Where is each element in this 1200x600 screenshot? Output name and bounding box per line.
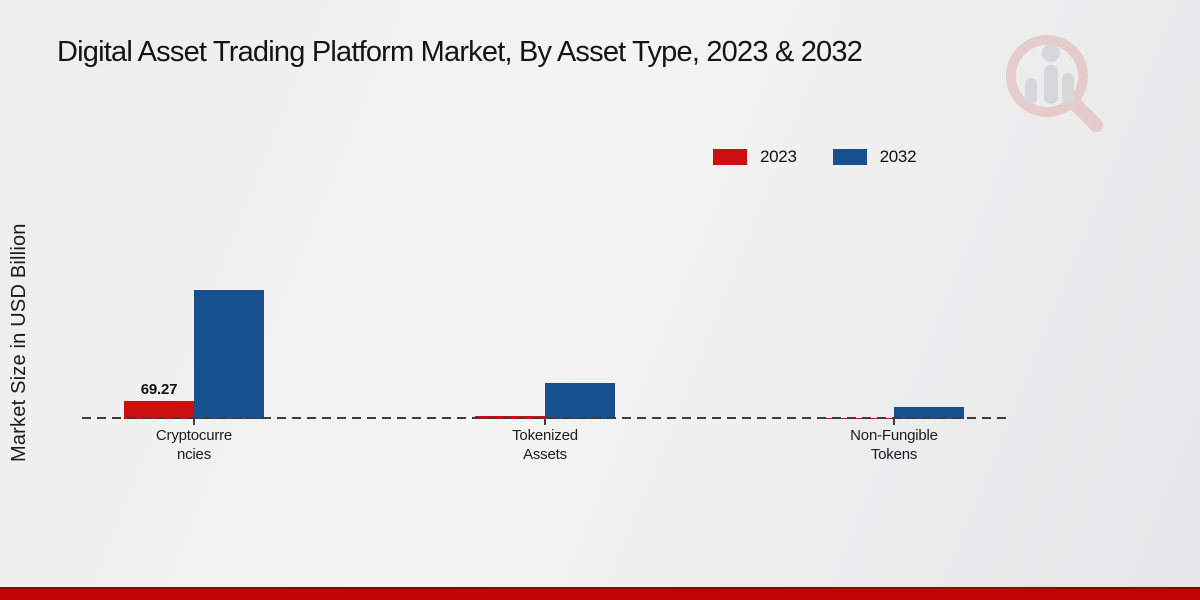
category-label-tokenized-assets: Tokenized Assets	[512, 427, 578, 463]
category-label-cryptocurrencies: Cryptocurre ncies	[155, 427, 233, 463]
brand-logo-watermark-icon	[995, 26, 1110, 141]
bar-2032-non-fungible-tokens	[894, 407, 964, 419]
legend-label: 2032	[879, 147, 917, 166]
bar-2032-cryptocurrencies	[194, 290, 264, 419]
bar-2032-tokenized-assets	[545, 383, 615, 419]
footer-red-band	[0, 587, 1200, 600]
x-axis-baseline	[82, 417, 1007, 419]
chart-title: Digital Asset Trading Platform Market, B…	[57, 36, 863, 68]
x-axis-tick	[544, 419, 546, 425]
legend-item-2032: 2032	[832, 147, 917, 167]
legend-label: 2023	[760, 147, 797, 166]
legend-swatch-2023-icon	[713, 149, 747, 165]
bar-2023-cryptocurrencies	[124, 401, 194, 419]
legend: 2023 2032	[713, 147, 917, 167]
x-axis-tick	[193, 419, 195, 425]
x-axis-tick	[893, 419, 895, 425]
legend-swatch-2032-icon	[832, 149, 867, 165]
category-label-non-fungible-tokens: Non-Fungible Tokens	[850, 427, 938, 463]
bar-value-label: 69.27	[140, 381, 178, 398]
legend-item-2023: 2023	[713, 147, 797, 167]
